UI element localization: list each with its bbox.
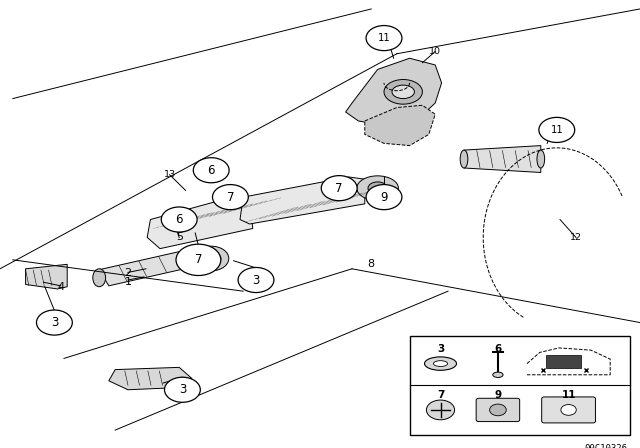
- Circle shape: [161, 207, 197, 232]
- Polygon shape: [346, 58, 442, 125]
- Ellipse shape: [384, 79, 422, 104]
- Text: 9: 9: [494, 390, 502, 400]
- Text: 7: 7: [195, 253, 202, 267]
- Text: 11: 11: [550, 125, 563, 135]
- Circle shape: [366, 185, 402, 210]
- Ellipse shape: [93, 269, 106, 287]
- Text: 3: 3: [437, 344, 444, 354]
- Ellipse shape: [357, 176, 398, 200]
- Text: 11: 11: [561, 390, 576, 400]
- Polygon shape: [147, 199, 253, 249]
- FancyBboxPatch shape: [541, 397, 595, 423]
- Text: 8: 8: [367, 259, 375, 269]
- Polygon shape: [240, 177, 365, 224]
- Ellipse shape: [537, 150, 545, 168]
- Text: 11: 11: [378, 33, 390, 43]
- Text: 3: 3: [252, 273, 260, 287]
- Ellipse shape: [194, 246, 229, 271]
- Circle shape: [193, 158, 229, 183]
- Ellipse shape: [433, 361, 447, 366]
- Text: 10: 10: [429, 47, 441, 56]
- Text: 3: 3: [179, 383, 186, 396]
- Polygon shape: [365, 105, 435, 146]
- Text: 6: 6: [207, 164, 215, 177]
- Text: 6: 6: [175, 213, 183, 226]
- FancyBboxPatch shape: [410, 336, 630, 435]
- Text: 4: 4: [57, 282, 65, 292]
- Text: 00C10326: 00C10326: [584, 444, 627, 448]
- Circle shape: [490, 404, 506, 416]
- Polygon shape: [546, 355, 581, 368]
- Text: 12: 12: [570, 233, 582, 242]
- Circle shape: [366, 26, 402, 51]
- Circle shape: [321, 176, 357, 201]
- Circle shape: [164, 377, 200, 402]
- Circle shape: [426, 400, 454, 420]
- Ellipse shape: [460, 150, 468, 168]
- Text: 7: 7: [227, 190, 234, 204]
- Polygon shape: [464, 146, 541, 172]
- FancyBboxPatch shape: [476, 398, 520, 422]
- Ellipse shape: [424, 357, 456, 370]
- Text: 6: 6: [494, 344, 502, 354]
- Ellipse shape: [392, 85, 415, 99]
- Ellipse shape: [368, 182, 387, 194]
- Text: 7: 7: [437, 390, 444, 400]
- Text: 3: 3: [51, 316, 58, 329]
- Circle shape: [539, 117, 575, 142]
- Circle shape: [561, 405, 576, 415]
- Text: 2: 2: [124, 268, 132, 278]
- Polygon shape: [109, 367, 192, 390]
- Circle shape: [176, 244, 221, 276]
- Circle shape: [36, 310, 72, 335]
- Polygon shape: [99, 247, 208, 286]
- Text: 13: 13: [164, 170, 175, 179]
- Circle shape: [238, 267, 274, 293]
- Ellipse shape: [493, 372, 503, 378]
- Text: 5: 5: [176, 233, 182, 242]
- Text: 1: 1: [125, 277, 131, 287]
- Ellipse shape: [202, 252, 221, 265]
- Text: 7: 7: [335, 181, 343, 195]
- Circle shape: [212, 185, 248, 210]
- Polygon shape: [26, 264, 67, 289]
- Text: 9: 9: [380, 190, 388, 204]
